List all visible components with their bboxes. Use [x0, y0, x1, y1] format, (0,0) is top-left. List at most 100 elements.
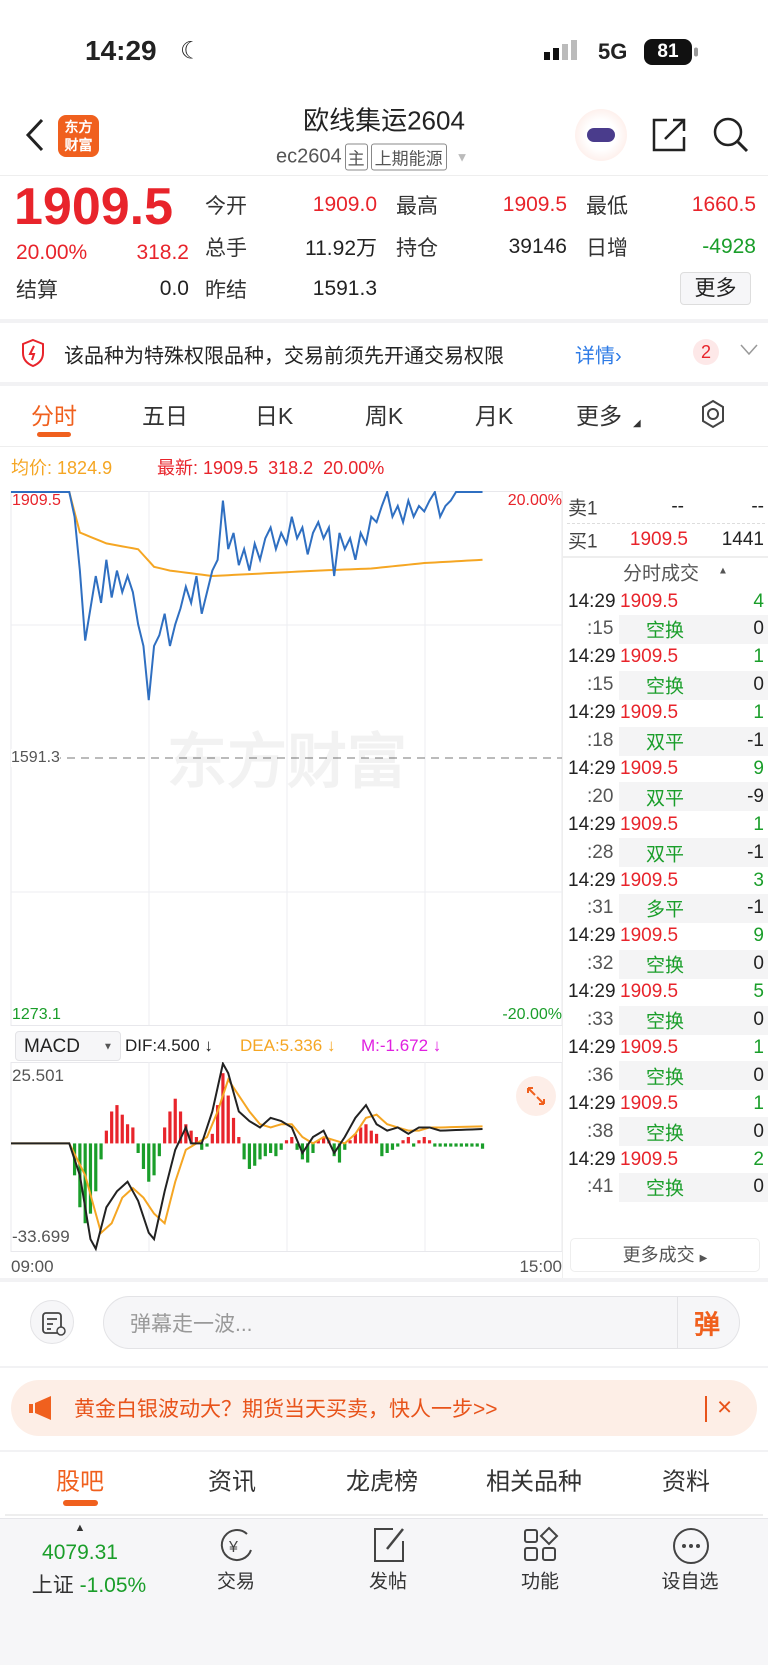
- chevron-down-icon[interactable]: [740, 344, 758, 356]
- trade-oi-change: 0: [753, 1120, 764, 1142]
- trade-detail-row: :28 双平 -1: [563, 838, 768, 868]
- y-tick-mid: 1591.3: [11, 749, 60, 767]
- index-value[interactable]: 4079.31: [42, 1541, 118, 1564]
- nav-add-watchlist[interactable]: 设自选: [661, 1571, 719, 1593]
- y-tick-top: 1909.5: [12, 492, 61, 509]
- contract-code: ec2604: [276, 145, 342, 168]
- trade-second: :20: [587, 785, 614, 807]
- macd-bar: [295, 1143, 299, 1150]
- macd-bar: [226, 1095, 230, 1144]
- stat-value: 1909.5: [502, 193, 567, 216]
- tab-monthly-k[interactable]: 月K: [474, 403, 514, 429]
- more-trades-label: 更多成交: [622, 1245, 695, 1265]
- battery-icon: 81: [644, 39, 692, 65]
- index-ticker[interactable]: 上证 -1.05%: [32, 1569, 146, 1599]
- trade-type: 空换: [646, 1178, 685, 1200]
- trade-type: 双平: [646, 844, 685, 866]
- tab-more[interactable]: 更多: [576, 403, 622, 429]
- last-value: 1909.5: [203, 458, 259, 478]
- nav-features[interactable]: 功能: [520, 1571, 560, 1593]
- main-contract-badge: 主: [344, 143, 368, 171]
- bid-label: 买1: [568, 531, 598, 553]
- tab-profile[interactable]: 资料: [662, 1468, 710, 1496]
- features-icon[interactable]: [521, 1526, 561, 1566]
- active-tab-indicator: [63, 1500, 98, 1506]
- trade-second: :15: [587, 674, 614, 696]
- macd-bar: [247, 1143, 252, 1169]
- trade-detail-row: :15 空换 0: [563, 614, 768, 644]
- tab-guba[interactable]: 股吧: [56, 1468, 104, 1496]
- dropdown-arrow-icon: ▼: [103, 1041, 113, 1053]
- trade-price: 1909.5: [620, 813, 679, 835]
- avg-price-line: [11, 491, 483, 578]
- macd-bar: [125, 1124, 130, 1144]
- notice-count-badge[interactable]: 2: [693, 339, 719, 365]
- macd-bar: [194, 1137, 199, 1144]
- trade-type: 空换: [646, 676, 685, 698]
- tab-intraday[interactable]: 分时: [31, 403, 77, 429]
- assistant-avatar[interactable]: [575, 109, 627, 161]
- trade-type: 多平: [646, 899, 685, 921]
- share-icon[interactable]: [651, 117, 687, 153]
- macd-bar: [311, 1143, 315, 1153]
- m-value: M:-1.672 ↓: [361, 1036, 442, 1055]
- trade-type: 空换: [646, 1123, 685, 1145]
- trade-row: 14:29 1909.5 1: [563, 1089, 768, 1118]
- trade-price: 1909.5: [620, 869, 679, 891]
- search-icon[interactable]: [712, 116, 750, 154]
- back-icon[interactable]: [24, 118, 46, 152]
- macd-bar: [306, 1143, 310, 1163]
- nav-post[interactable]: 发帖: [368, 1571, 408, 1593]
- tab-weekly-k[interactable]: 周K: [364, 403, 404, 429]
- send-danmaku-button[interactable]: 弹: [694, 1309, 721, 1340]
- nav-trade[interactable]: 交易: [216, 1571, 256, 1593]
- expand-chart-button[interactable]: [516, 1076, 556, 1116]
- tab-daily-k[interactable]: 日K: [254, 403, 294, 429]
- book-divider: [567, 523, 765, 524]
- contract-subtitle[interactable]: ec2604 主 上期能源 ▼: [276, 143, 469, 171]
- trade-type: 双平: [646, 732, 685, 754]
- macd-chart[interactable]: [0, 1062, 563, 1252]
- change-value: 318.2: [136, 241, 189, 264]
- tab-five-day[interactable]: 五日: [142, 403, 188, 429]
- avg-price-legend: 均价: 1824.9: [11, 454, 112, 480]
- more-trades-button[interactable]: 更多成交 ▶: [570, 1238, 760, 1272]
- tab-dragon-tiger[interactable]: 龙虎榜: [346, 1468, 418, 1496]
- danmaku-settings-button[interactable]: [30, 1300, 74, 1344]
- trade-time: 14:29: [568, 1092, 616, 1114]
- sort-up-icon[interactable]: ▲: [718, 565, 728, 577]
- trades-title[interactable]: 分时成交: [623, 563, 700, 585]
- more-circle-icon[interactable]: [671, 1526, 711, 1566]
- ask-price: --: [671, 496, 684, 517]
- macd-bar: [284, 1140, 289, 1144]
- trade-row: 14:29 1909.5 1: [563, 643, 768, 672]
- ask-volume: --: [751, 496, 764, 517]
- notice-details-link[interactable]: 详情›: [575, 345, 622, 368]
- tab-related[interactable]: 相关品种: [486, 1468, 582, 1496]
- tab-news[interactable]: 资讯: [208, 1468, 256, 1496]
- macd-bar: [258, 1143, 262, 1160]
- more-stats-button[interactable]: 更多: [680, 272, 751, 305]
- exchange-badge: 上期能源: [370, 143, 447, 171]
- intraday-price-chart[interactable]: [0, 491, 563, 1026]
- post-icon[interactable]: [369, 1525, 409, 1565]
- macd-bar: [348, 1140, 352, 1144]
- close-banner-button[interactable]: ×: [717, 1391, 733, 1422]
- macd-bar: [454, 1143, 458, 1147]
- trade-row: 14:29 1909.5 3: [563, 866, 768, 895]
- status-time: 14:29: [85, 35, 157, 66]
- promo-banner[interactable]: 黄金白银波动大？期货当天买卖，快人一步>> ×: [11, 1380, 757, 1436]
- trade-row: 14:29 1909.5 4: [563, 587, 768, 616]
- index-expand-icon[interactable]: ▲: [74, 1522, 86, 1534]
- trade-volume: 1: [753, 1036, 764, 1058]
- trade-icon[interactable]: ¥: [217, 1526, 257, 1566]
- macd-bar: [141, 1143, 146, 1169]
- x-tick-start: 09:00: [11, 1257, 54, 1276]
- moon-icon: ☾: [180, 37, 202, 65]
- trade-detail-row: :36 空换 0: [563, 1061, 768, 1091]
- trade-price: 1909.5: [620, 590, 679, 612]
- indicator-select[interactable]: MACD ▼: [15, 1031, 121, 1061]
- macd-bar: [385, 1143, 389, 1153]
- danmaku-input[interactable]: 弹幕走一波... 弹: [103, 1296, 740, 1349]
- gear-icon[interactable]: [698, 399, 728, 429]
